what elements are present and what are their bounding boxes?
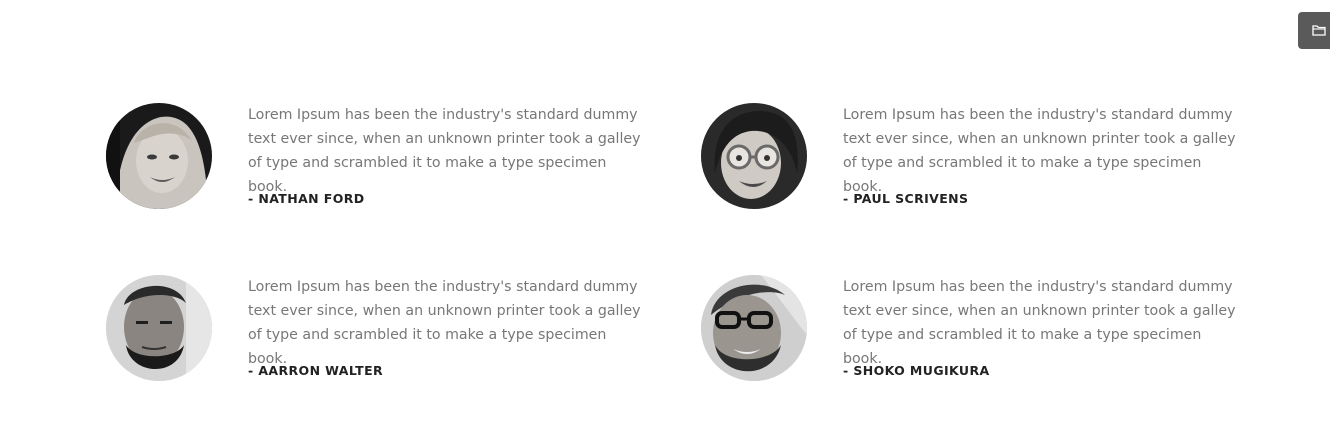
side-panel-toggle-button[interactable]	[1298, 12, 1330, 49]
testimonial-author: - NATHAN FORD	[248, 191, 365, 206]
testimonial-quote: Lorem Ipsum has been the industry's stan…	[248, 107, 641, 195]
testimonial-author: - AARRON WALTER	[248, 363, 384, 378]
testimonial-quote: Lorem Ipsum has been the industry's stan…	[248, 279, 641, 367]
testimonial-quote: Lorem Ipsum has been the industry's stan…	[843, 279, 1236, 367]
avatar	[701, 275, 807, 381]
testimonial-card: Lorem Ipsum has been the industry's stan…	[106, 103, 646, 213]
testimonial-card: Lorem Ipsum has been the industry's stan…	[701, 275, 1241, 385]
testimonial-card: Lorem Ipsum has been the industry's stan…	[106, 275, 646, 385]
testimonial-quote: Lorem Ipsum has been the industry's stan…	[843, 107, 1236, 195]
avatar	[106, 275, 212, 381]
avatar	[701, 103, 807, 209]
avatar	[106, 103, 212, 209]
folder-icon	[1312, 25, 1326, 36]
testimonial-card: Lorem Ipsum has been the industry's stan…	[701, 103, 1241, 213]
testimonial-author: - SHOKO MUGIKURA	[843, 363, 990, 378]
testimonial-author: - PAUL SCRIVENS	[843, 191, 969, 206]
